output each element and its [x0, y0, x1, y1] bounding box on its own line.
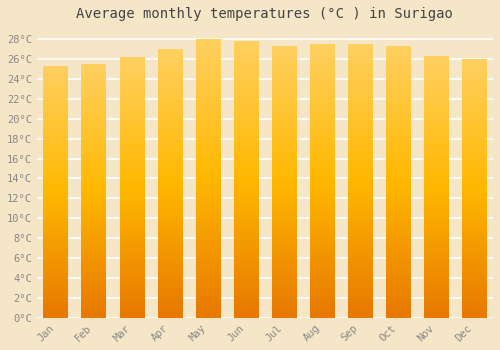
Title: Average monthly temperatures (°C ) in Surigao: Average monthly temperatures (°C ) in Su… — [76, 7, 454, 21]
